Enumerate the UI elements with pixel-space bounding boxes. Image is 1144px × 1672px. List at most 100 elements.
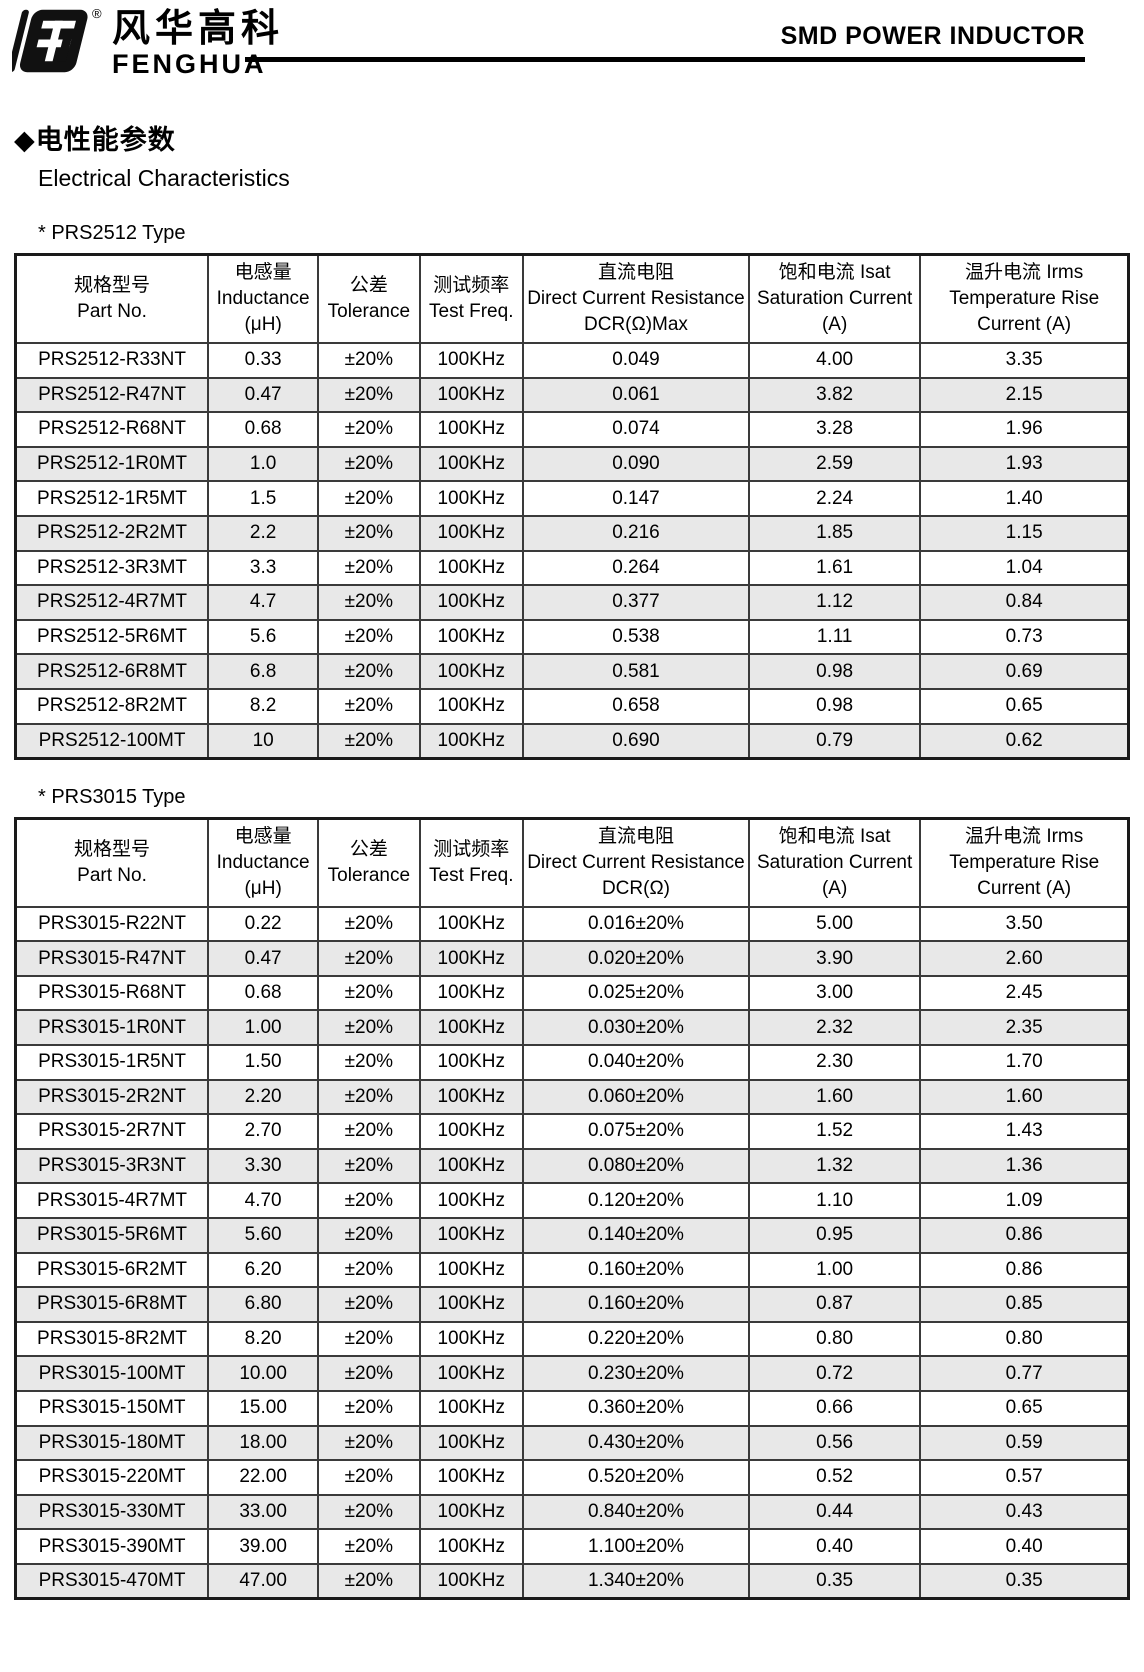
dcr-cell: 0.377: [522, 584, 750, 621]
table-row: PRS3015-2R2NT 2.20 ±20% 100KHz 0.060±20% 1.60…: [14, 1078, 1130, 1116]
test-freq-cell: 100KHz: [418, 1286, 524, 1323]
table-row: PRS3015-180MT 18.00 ±20% 100KHz 0.430±20% 0.5…: [14, 1424, 1130, 1462]
dcr-cell: 1.100±20%: [522, 1528, 750, 1565]
inductance-cell: 0.68: [207, 411, 320, 448]
column-header-irms: 温升电流 Irms Temperature Rise Current (A): [919, 817, 1130, 908]
dcr-cell: 0.040±20%: [522, 1044, 750, 1081]
isat-cell: 0.35: [747, 1562, 922, 1600]
inductance-cell: 2.20: [207, 1078, 320, 1116]
part-no-cell: PRS3015-100MT: [14, 1355, 210, 1392]
part-no-cell: PRS2512-R68NT: [14, 411, 210, 448]
test-freq-cell: 100KHz: [418, 1216, 524, 1254]
irms-cell: 2.35: [919, 1009, 1130, 1046]
test-freq-cell: 100KHz: [418, 1320, 524, 1358]
table-row: PRS3015-1R0NT 1.00 ±20% 100KHz 0.030±20% 2.32…: [14, 1009, 1130, 1046]
tolerance-cell: ±20%: [317, 376, 421, 414]
isat-cell: 0.66: [747, 1389, 922, 1427]
inductance-cell: 0.68: [207, 974, 320, 1012]
table-row: PRS3015-390MT 39.00 ±20% 100KHz 1.100±20% 0.4…: [14, 1528, 1130, 1565]
table-header-row: 规格型号 Part No. 电感量 Inductance (μH) 公差 Tolerance…: [14, 253, 1130, 344]
dcr-cell: 0.690: [522, 722, 750, 760]
irms-cell: 3.35: [919, 342, 1130, 379]
dcr-cell: 0.030±20%: [522, 1009, 750, 1046]
irms-cell: 0.86: [919, 1251, 1130, 1289]
isat-cell: 0.87: [747, 1286, 922, 1323]
irms-cell: 0.57: [919, 1459, 1130, 1496]
dcr-cell: 0.080±20%: [522, 1147, 750, 1185]
inductance-cell: 6.8: [207, 653, 320, 690]
inductance-cell: 47.00: [207, 1562, 320, 1600]
inductance-cell: 33.00: [207, 1493, 320, 1531]
inductance-cell: 0.47: [207, 940, 320, 977]
tolerance-cell: ±20%: [317, 1389, 421, 1427]
table-row: PRS3015-8R2MT 8.20 ±20% 100KHz 0.220±20% 0.80…: [14, 1320, 1130, 1358]
tolerance-cell: ±20%: [317, 687, 421, 725]
table-row: PRS2512-100MT 10 ±20% 100KHz 0.690 0.79 0.62: [14, 722, 1130, 760]
isat-cell: 3.28: [747, 411, 922, 448]
part-no-cell: PRS2512-R33NT: [14, 342, 210, 379]
dcr-cell: 0.060±20%: [522, 1078, 750, 1116]
inductance-cell: 2.70: [207, 1113, 320, 1150]
test-freq-cell: 100KHz: [418, 549, 524, 587]
inductance-cell: 1.0: [207, 445, 320, 483]
irms-cell: 1.40: [919, 480, 1130, 517]
part-no-cell: PRS3015-4R7MT: [14, 1182, 210, 1219]
part-no-cell: PRS2512-R47NT: [14, 376, 210, 414]
dcr-cell: 0.538: [522, 618, 750, 656]
inductance-cell: 4.70: [207, 1182, 320, 1219]
isat-cell: 1.32: [747, 1147, 922, 1185]
isat-cell: 0.44: [747, 1493, 922, 1531]
test-freq-cell: 100KHz: [418, 687, 524, 725]
tolerance-cell: ±20%: [317, 722, 421, 760]
table-row: PRS2512-5R6MT 5.6 ±20% 100KHz 0.538 1.11 0.73: [14, 618, 1130, 656]
dcr-cell: 0.360±20%: [522, 1389, 750, 1427]
test-freq-cell: 100KHz: [418, 1113, 524, 1150]
column-header-dcr: 直流电阻 Direct Current Resistance DCR(Ω): [522, 817, 750, 908]
isat-cell: 1.60: [747, 1078, 922, 1116]
tolerance-cell: ±20%: [317, 480, 421, 517]
test-freq-cell: 100KHz: [418, 480, 524, 517]
isat-cell: 3.82: [747, 376, 922, 414]
tolerance-cell: ±20%: [317, 1113, 421, 1150]
inductance-cell: 8.20: [207, 1320, 320, 1358]
part-no-cell: PRS2512-5R6MT: [14, 618, 210, 656]
isat-cell: 0.80: [747, 1320, 922, 1358]
isat-cell: 2.30: [747, 1044, 922, 1081]
test-freq-cell: 100KHz: [418, 1355, 524, 1392]
part-no-cell: PRS3015-390MT: [14, 1528, 210, 1565]
table-row: PRS2512-4R7MT 4.7 ±20% 100KHz 0.377 1.12 0.84: [14, 584, 1130, 621]
inductance-cell: 15.00: [207, 1389, 320, 1427]
registered-trademark-icon: ®: [92, 6, 102, 21]
isat-cell: 1.12: [747, 584, 922, 621]
test-freq-cell: 100KHz: [418, 1182, 524, 1219]
dcr-cell: 0.216: [522, 514, 750, 552]
tolerance-cell: ±20%: [317, 1147, 421, 1185]
column-header-tolerance: 公差 Tolerance: [317, 817, 421, 908]
irms-cell: 0.85: [919, 1286, 1130, 1323]
part-no-cell: PRS2512-8R2MT: [14, 687, 210, 725]
column-header-test-freq: 测试频率 Test Freq.: [418, 253, 524, 344]
tolerance-cell: ±20%: [317, 940, 421, 977]
test-freq-cell: 100KHz: [418, 1044, 524, 1081]
table-row: PRS3015-6R8MT 6.80 ±20% 100KHz 0.160±20% 0.87…: [14, 1286, 1130, 1323]
test-freq-cell: 100KHz: [418, 974, 524, 1012]
tolerance-cell: ±20%: [317, 1320, 421, 1358]
table-row: PRS3015-4R7MT 4.70 ±20% 100KHz 0.120±20% 1.10…: [14, 1182, 1130, 1219]
isat-cell: 0.72: [747, 1355, 922, 1392]
inductance-cell: 5.60: [207, 1216, 320, 1254]
dcr-cell: 0.090: [522, 445, 750, 483]
part-no-cell: PRS3015-R22NT: [14, 905, 210, 943]
part-no-cell: PRS3015-1R0NT: [14, 1009, 210, 1046]
table-row: PRS2512-R33NT 0.33 ±20% 100KHz 0.049 4.00 3.35: [14, 342, 1130, 379]
inductance-cell: 0.33: [207, 342, 320, 379]
irms-cell: 0.59: [919, 1424, 1130, 1462]
irms-cell: 2.60: [919, 940, 1130, 977]
irms-cell: 1.43: [919, 1113, 1130, 1150]
column-header-inductance: 电感量 Inductance (μH): [207, 817, 320, 908]
test-freq-cell: 100KHz: [418, 940, 524, 977]
test-freq-cell: 100KHz: [418, 584, 524, 621]
brand-name-en: FENGHUA: [112, 49, 267, 79]
irms-cell: 2.15: [919, 376, 1130, 414]
section-heading-cn: ◆电性能参数: [14, 125, 176, 155]
